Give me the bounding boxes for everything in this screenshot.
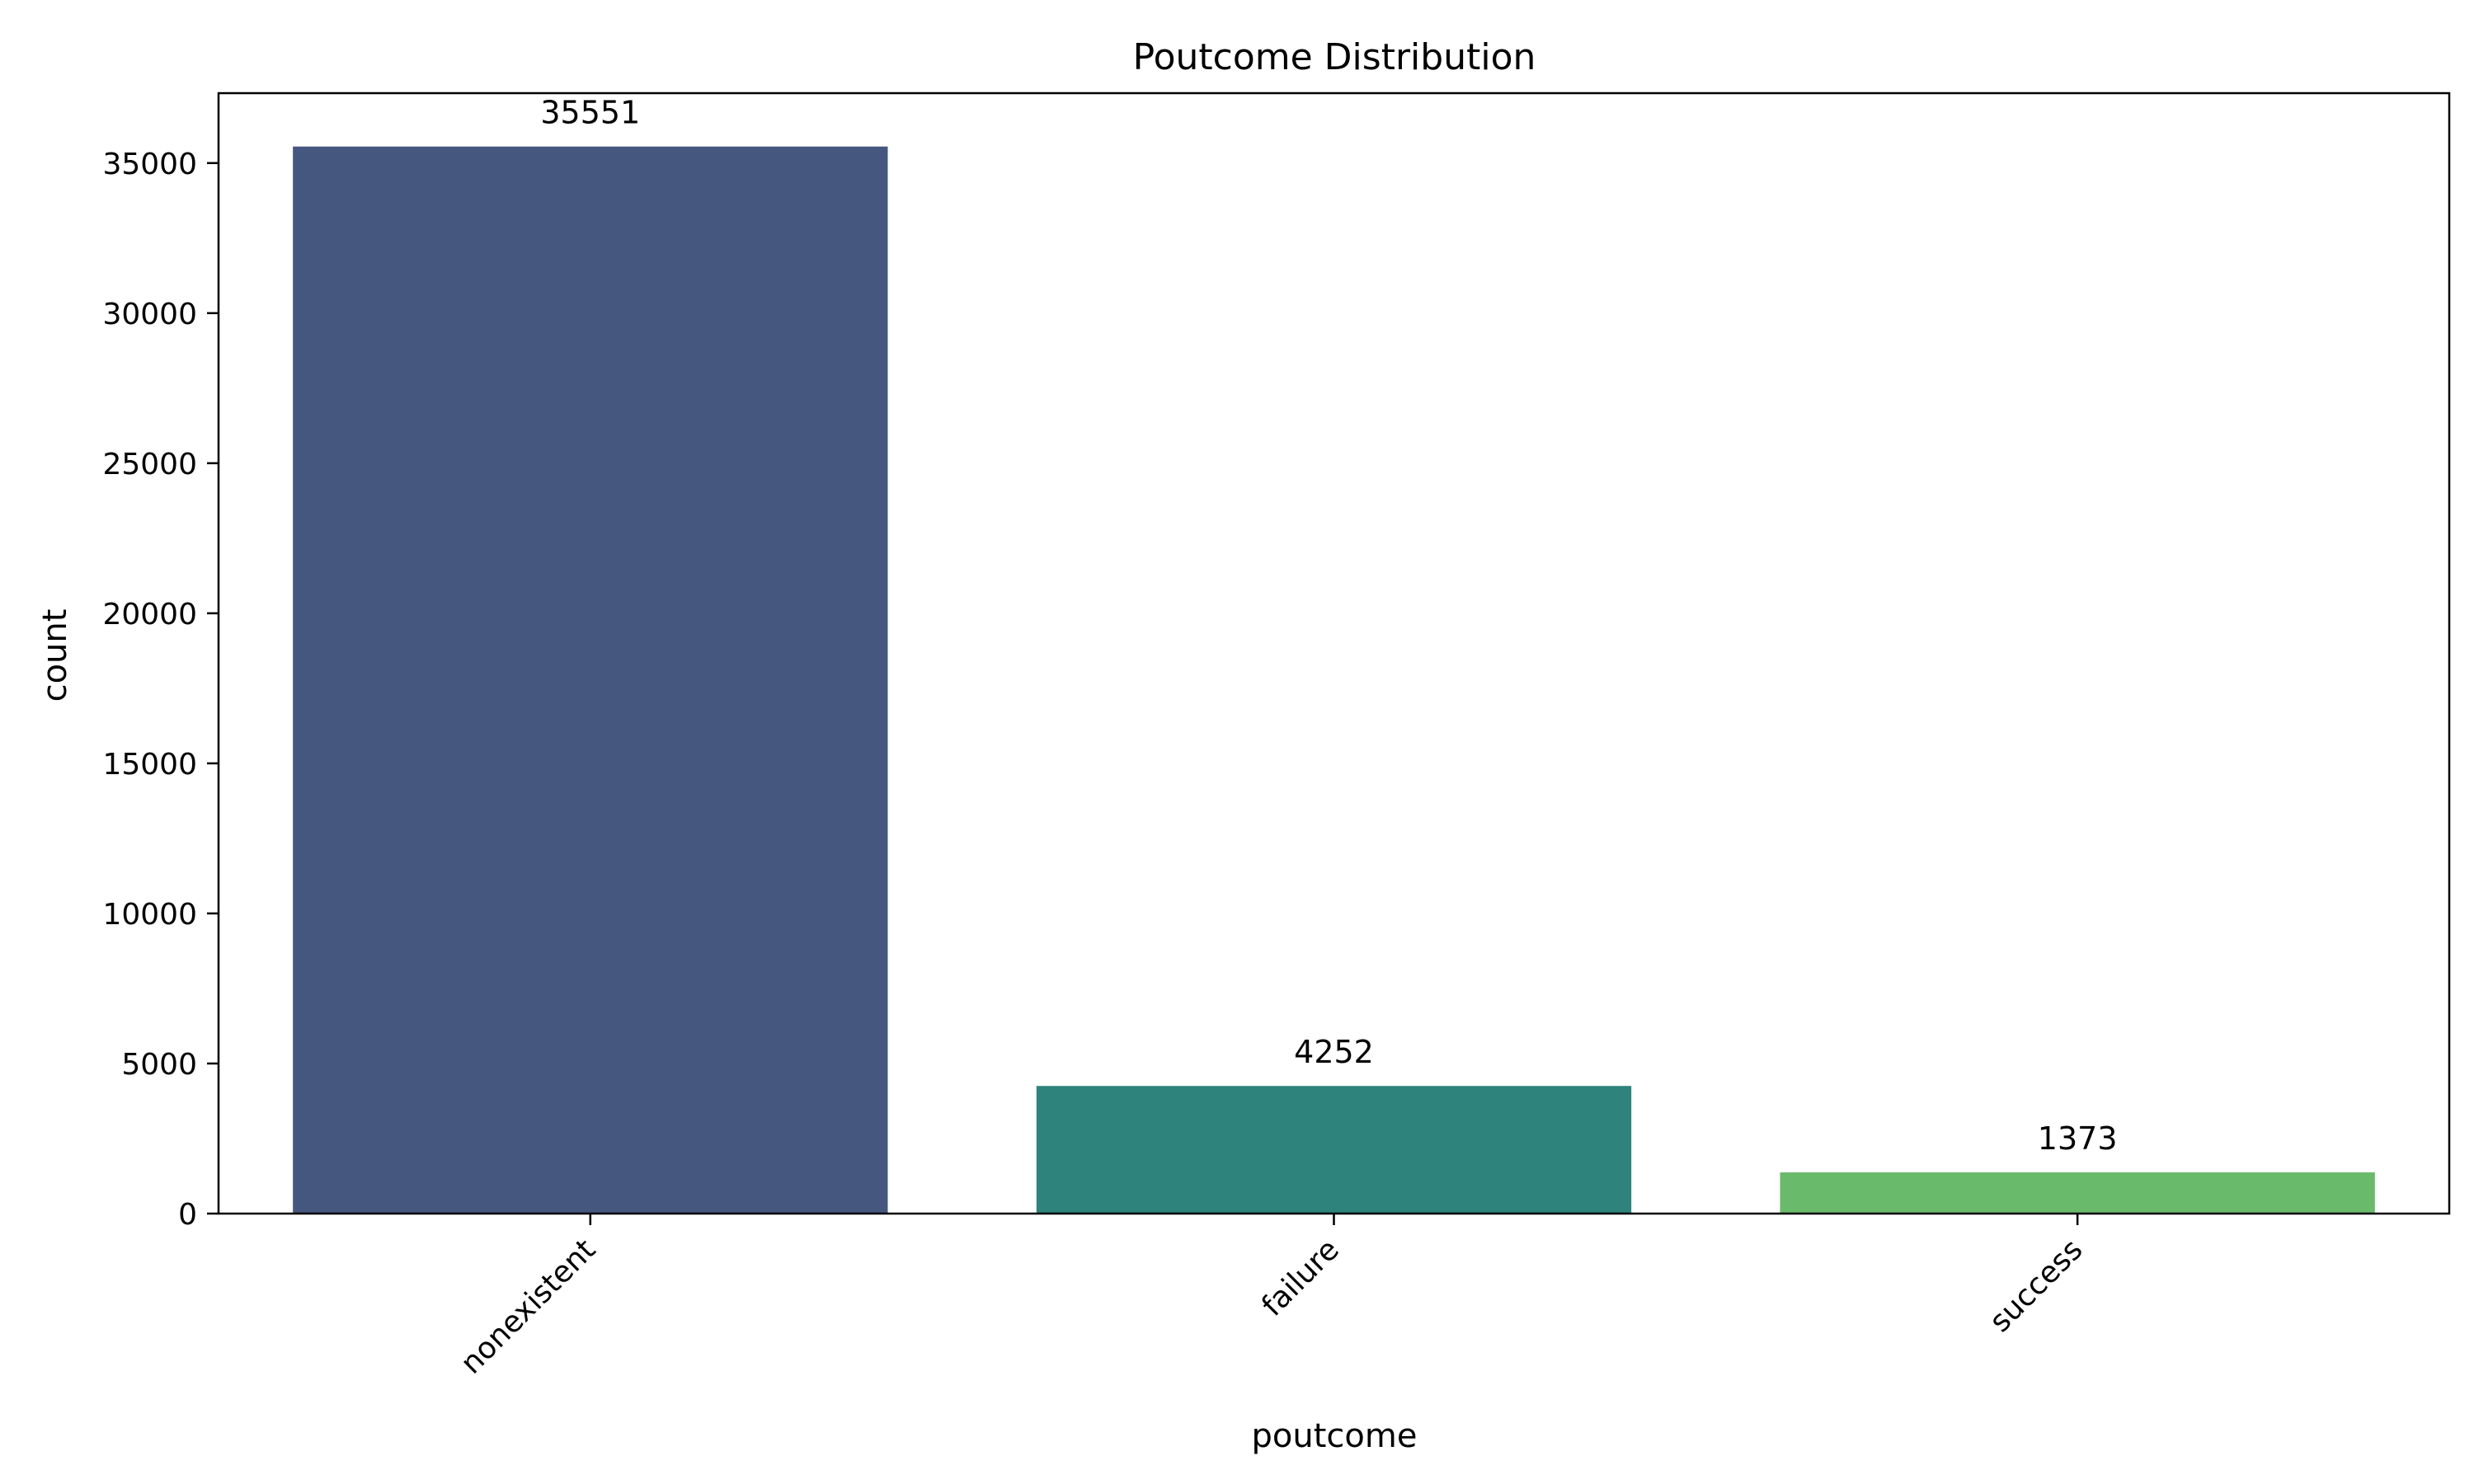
y-tick-label: 15000 <box>102 748 197 782</box>
y-tick-label: 30000 <box>102 298 197 331</box>
x-tick-label-nonexistent: nonexistent <box>454 1233 602 1380</box>
data-label-failure: 4252 <box>1294 1034 1374 1070</box>
y-tick-label: 5000 <box>121 1048 197 1082</box>
y-tick-label: 25000 <box>102 448 197 481</box>
data-label-success: 1373 <box>2038 1120 2118 1157</box>
data-label-nonexistent: 35551 <box>540 95 640 131</box>
x-tick-label-success: success <box>1983 1233 2090 1339</box>
y-tick-label: 10000 <box>102 898 197 932</box>
chart-title: Poutcome Distribution <box>1133 36 1536 78</box>
y-tick-label: 0 <box>178 1198 197 1232</box>
y-tick-label: 35000 <box>102 148 197 181</box>
plot-area: 35551 4252 1373 0 5000 10000 15000 20000 25000 30… <box>102 92 2451 1381</box>
bar-failure <box>1036 1086 1632 1214</box>
bar-nonexistent <box>293 146 888 1214</box>
x-axis-label: poutcome <box>1252 1417 1418 1455</box>
bar-success <box>1780 1172 2375 1214</box>
x-tick-label-failure: failure <box>1255 1233 1345 1322</box>
y-axis-label: count <box>36 609 74 702</box>
y-tick-label: 20000 <box>102 598 197 632</box>
